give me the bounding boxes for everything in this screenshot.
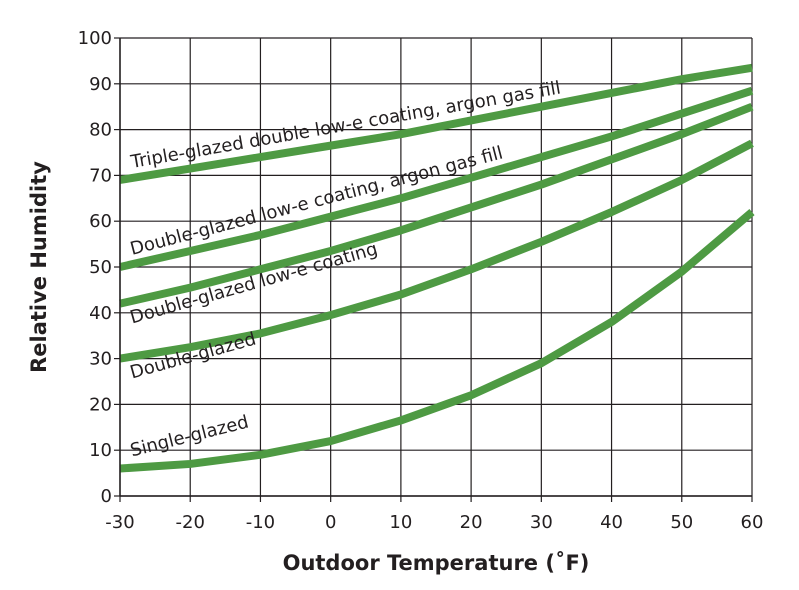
y-tick-label: 0 [101, 486, 112, 507]
series-line [119, 139, 754, 363]
y-tick-label: 20 [89, 394, 112, 415]
y-tick-label: 30 [89, 349, 112, 370]
series-label: Single-glazed [128, 412, 251, 462]
x-tick-label: 60 [741, 512, 764, 533]
x-tick-label: -20 [176, 512, 205, 533]
y-tick-label: 50 [89, 257, 112, 278]
x-tick-label: 10 [389, 512, 412, 533]
series-line [119, 102, 754, 308]
y-tick-label: 90 [89, 74, 112, 95]
x-tick-label: 50 [670, 512, 693, 533]
x-tick-label: -30 [105, 512, 134, 533]
x-tick-label: 20 [460, 512, 483, 533]
x-axis-title: Outdoor Temperature (˚F) [283, 551, 590, 575]
x-tick-label: 30 [530, 512, 553, 533]
series-line [119, 208, 755, 473]
y-tick-label: 10 [89, 440, 112, 461]
y-tick-label: 40 [89, 303, 112, 324]
series-line [119, 63, 753, 184]
y-tick-label: 60 [89, 211, 112, 232]
y-tick-label: 100 [78, 28, 112, 49]
x-tick-label: 0 [325, 512, 336, 533]
y-axis-title: Relative Humidity [27, 161, 51, 373]
y-tick-label: 80 [89, 120, 112, 141]
x-tick-label: -10 [246, 512, 275, 533]
y-tick-label: 70 [89, 165, 112, 186]
x-tick-label: 40 [600, 512, 623, 533]
series-line [119, 86, 754, 271]
